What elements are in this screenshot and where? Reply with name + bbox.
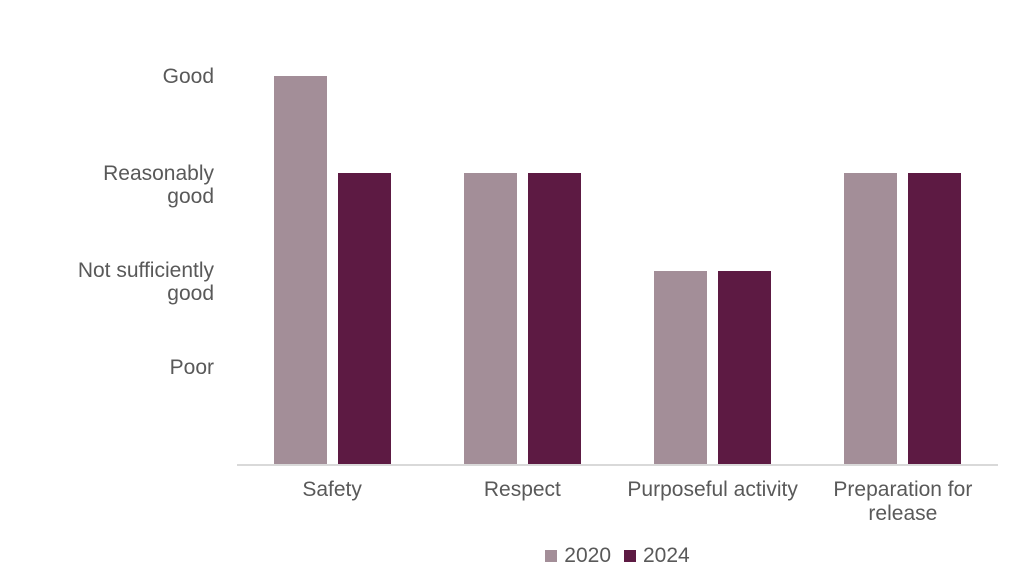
y-axis-label-reasonably-good: Reasonably good <box>0 162 214 208</box>
bar-2024-preparation-for-release <box>908 173 962 465</box>
legend-label-2024: 2024 <box>643 544 690 567</box>
legend-item-2024: 2024 <box>624 544 690 568</box>
x-axis-label-preparation-for-release: Preparation for release <box>833 478 973 525</box>
legend: 2020 2024 <box>237 544 998 568</box>
x-axis-line <box>237 464 998 466</box>
bar-2020-preparation-for-release <box>844 173 898 465</box>
bar-2020-purposeful-activity <box>654 270 708 465</box>
legend-label-2020: 2020 <box>564 544 611 567</box>
legend-item-2020: 2020 <box>545 544 611 568</box>
y-axis-label-line: Not sufficiently <box>77 259 214 282</box>
x-axis-label-respect: Respect <box>483 478 561 501</box>
bar-2024-purposeful-activity <box>718 270 772 465</box>
bar-2020-respect <box>463 173 517 465</box>
y-axis-label-line: Reasonably <box>103 161 214 185</box>
y-axis-label-good: Good <box>0 65 214 88</box>
legend-swatch-2020 <box>545 550 558 562</box>
y-axis-label-not-sufficiently-good: Not sufficiently good <box>0 259 214 305</box>
bar-2024-respect <box>527 173 581 465</box>
y-axis-label-line: Poor <box>169 356 214 380</box>
x-axis-label-purposeful-activity: Purposeful activity <box>627 478 798 501</box>
legend-swatch-2024 <box>624 550 636 562</box>
x-axis-label-safety: Safety <box>302 478 362 501</box>
y-axis-label-line: good <box>167 184 214 208</box>
y-axis-label-line: good <box>167 282 214 305</box>
y-axis-label-poor: Poor <box>0 356 214 379</box>
bar-2020-safety <box>273 76 327 465</box>
y-axis-label-line: Good <box>162 64 214 88</box>
bar-2024-safety <box>337 173 391 465</box>
